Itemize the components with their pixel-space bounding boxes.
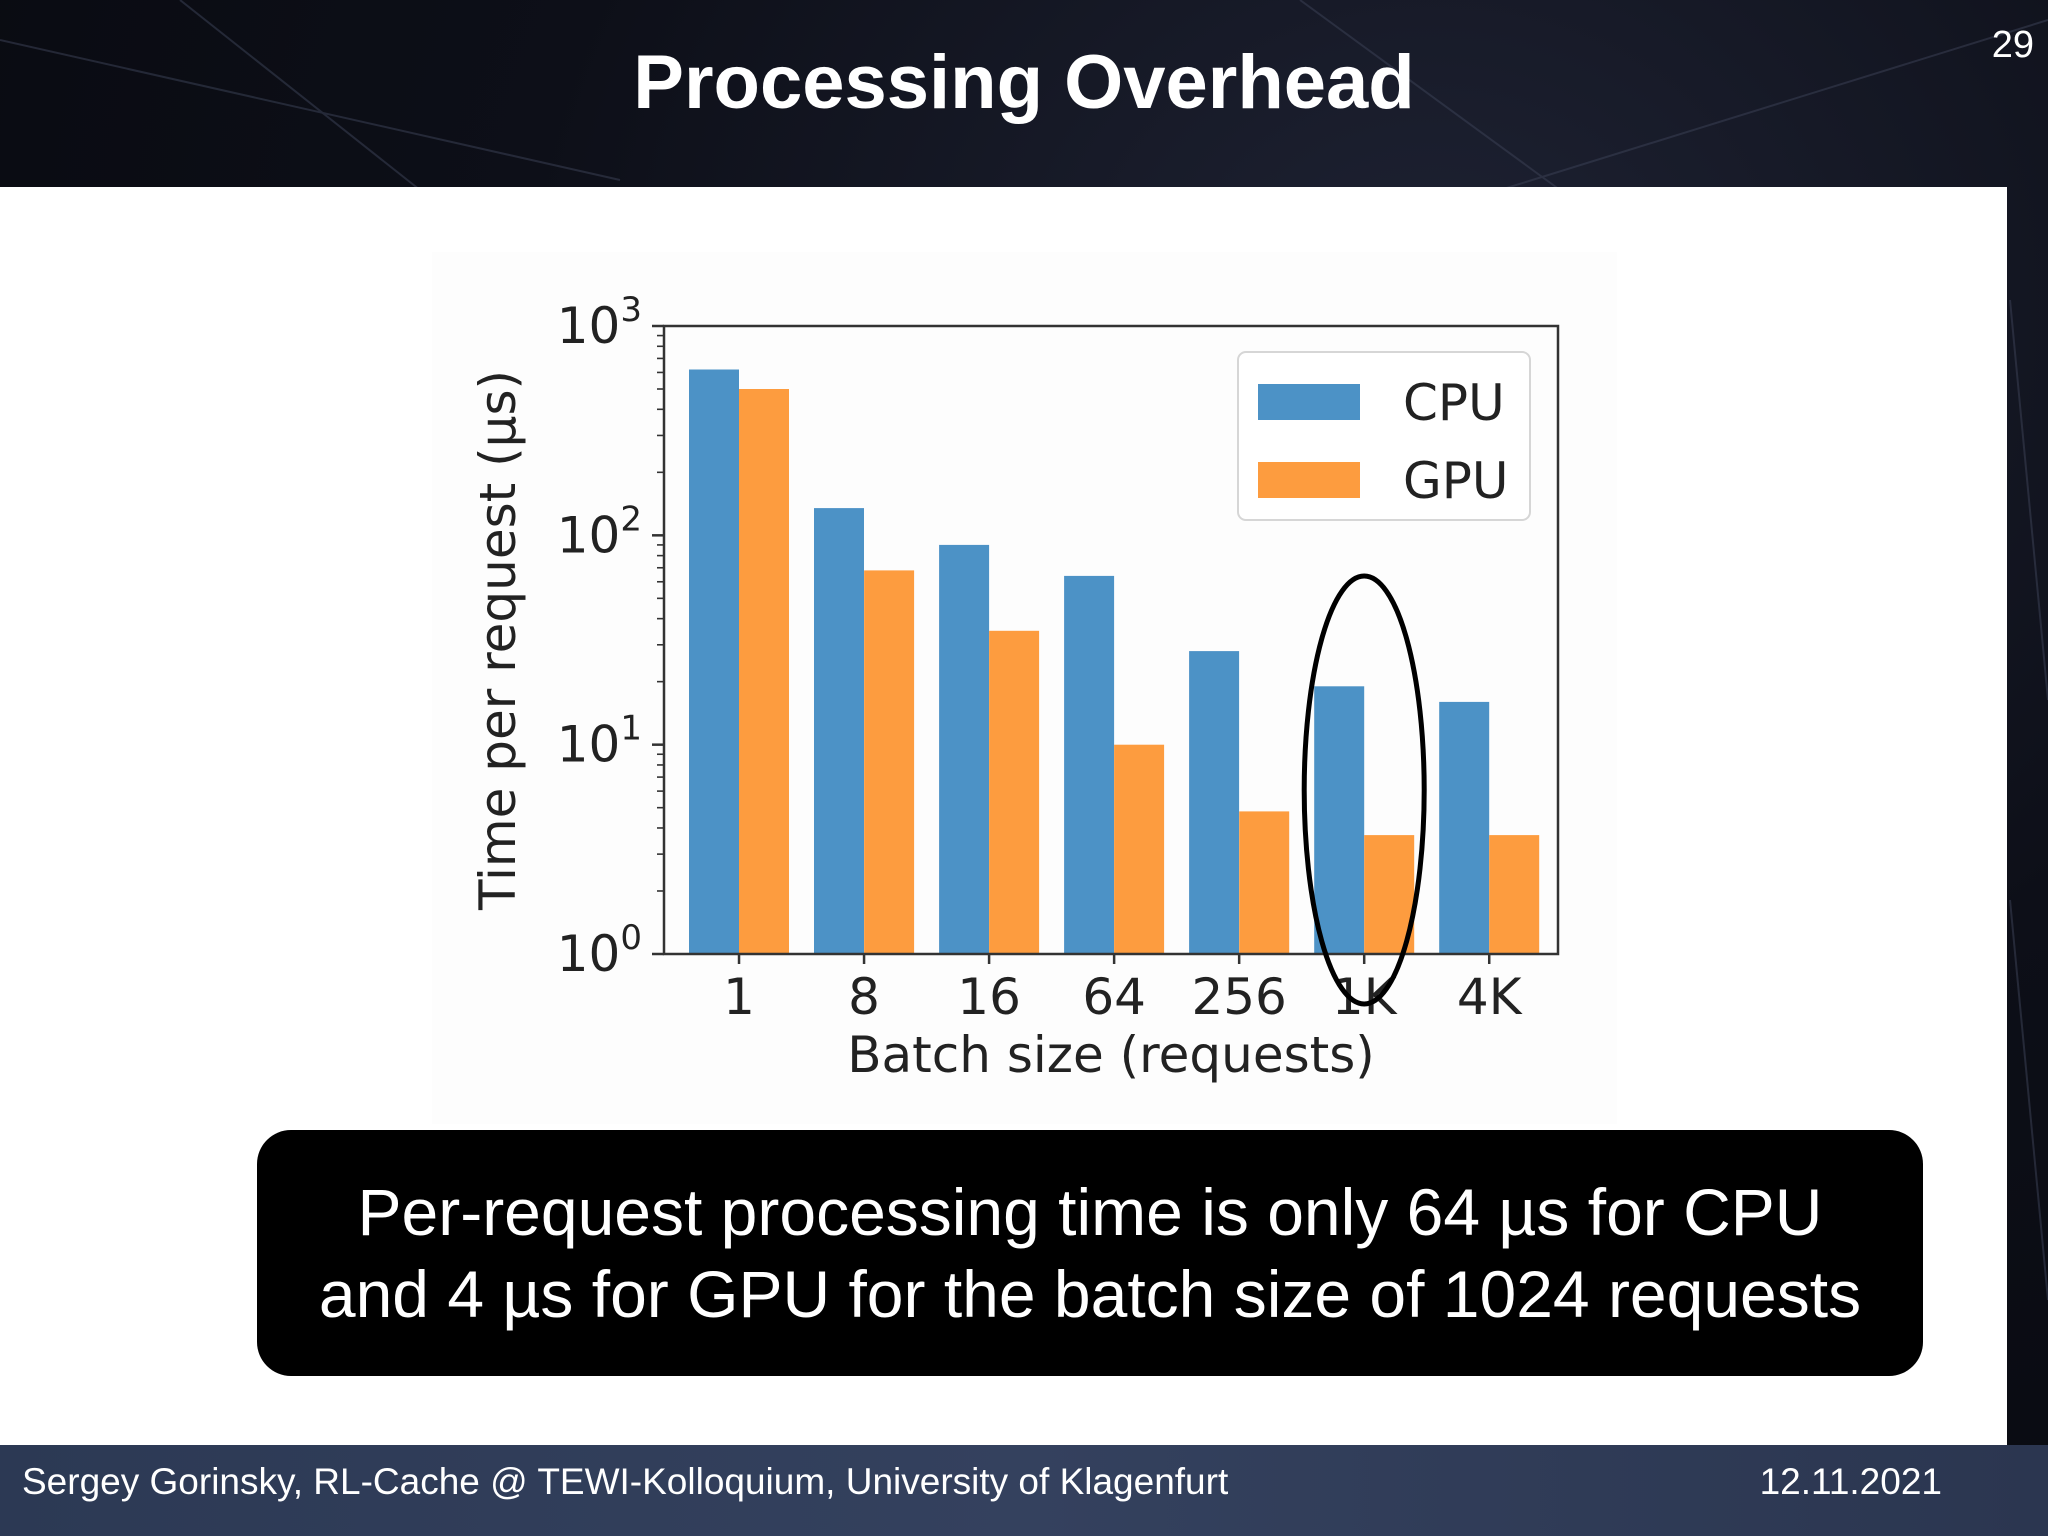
bar-cpu-4k <box>1439 701 1490 954</box>
legend-label-gpu: GPU <box>1403 452 1509 510</box>
callout-box: Per-request processing time is only 64 µ… <box>257 1130 1923 1376</box>
slide-title: Processing Overhead <box>633 40 1415 125</box>
y-tick-label: 101 <box>557 709 642 774</box>
bar-cpu-64 <box>1064 575 1115 954</box>
bar-gpu-8 <box>864 570 915 954</box>
bar-cpu-1 <box>689 369 739 954</box>
x-tick-label-16: 16 <box>957 968 1021 1026</box>
page-number: 29 <box>1991 24 2034 66</box>
legend-swatch-cpu <box>1258 384 1360 420</box>
legend-swatch-gpu <box>1258 462 1360 498</box>
bar-chart: 100 101 102 103 1 8 16 64 256 1K 4K Batch size (r… <box>469 290 1560 1084</box>
bar-gpu-1k <box>1364 835 1415 954</box>
x-tick-label-4k: 4K <box>1457 968 1523 1026</box>
bar-gpu-1 <box>739 389 789 954</box>
bar-cpu-8 <box>814 508 864 954</box>
callout-line-1: Per-request processing time is only 64 µ… <box>357 1175 1823 1249</box>
y-ticks-group: 100 101 102 103 <box>557 290 664 983</box>
highlight-ellipse <box>1301 573 1427 1007</box>
bar-cpu-1k <box>1314 686 1365 954</box>
callout-line-2: and 4 µs for GPU for the batch size of 1… <box>318 1257 1862 1331</box>
bar-gpu-16 <box>989 630 1040 954</box>
bar-cpu-16 <box>939 544 990 954</box>
footer-date: 12.11.2021 <box>1759 1461 1942 1502</box>
x-axis-label: Batch size (requests) <box>847 1026 1375 1084</box>
chart-area: 100 101 102 103 1 8 16 64 256 1K 4K Batch size (r… <box>432 252 1617 1124</box>
plot-frame <box>662 324 1560 956</box>
x-tick-label-256: 256 <box>1191 968 1286 1026</box>
bar-gpu-256 <box>1239 811 1290 954</box>
bar-gpu-64 <box>1114 744 1165 954</box>
y-tick-label: 103 <box>557 290 642 355</box>
y-tick-label: 102 <box>557 499 642 564</box>
bars-group <box>689 369 1540 954</box>
x-ticks-group: 1 8 16 64 256 1K 4K <box>723 954 1523 1026</box>
x-tick-label-1: 1 <box>723 968 755 1026</box>
legend-label-cpu: CPU <box>1403 374 1505 432</box>
x-tick-label-8: 8 <box>848 968 880 1026</box>
footer-author: Sergey Gorinsky, RL-Cache @ TEWI-Kolloqu… <box>22 1461 1229 1502</box>
footer-bar <box>0 1445 2048 1536</box>
y-axis-label: Time per request (µs) <box>469 370 527 911</box>
x-tick-label-64: 64 <box>1082 968 1146 1026</box>
x-tick-label-1k: 1K <box>1332 968 1398 1026</box>
legend: CPU GPU <box>1237 351 1531 521</box>
y-tick-label: 100 <box>557 918 642 983</box>
bar-cpu-256 <box>1189 651 1240 954</box>
bar-gpu-4k <box>1489 835 1540 954</box>
